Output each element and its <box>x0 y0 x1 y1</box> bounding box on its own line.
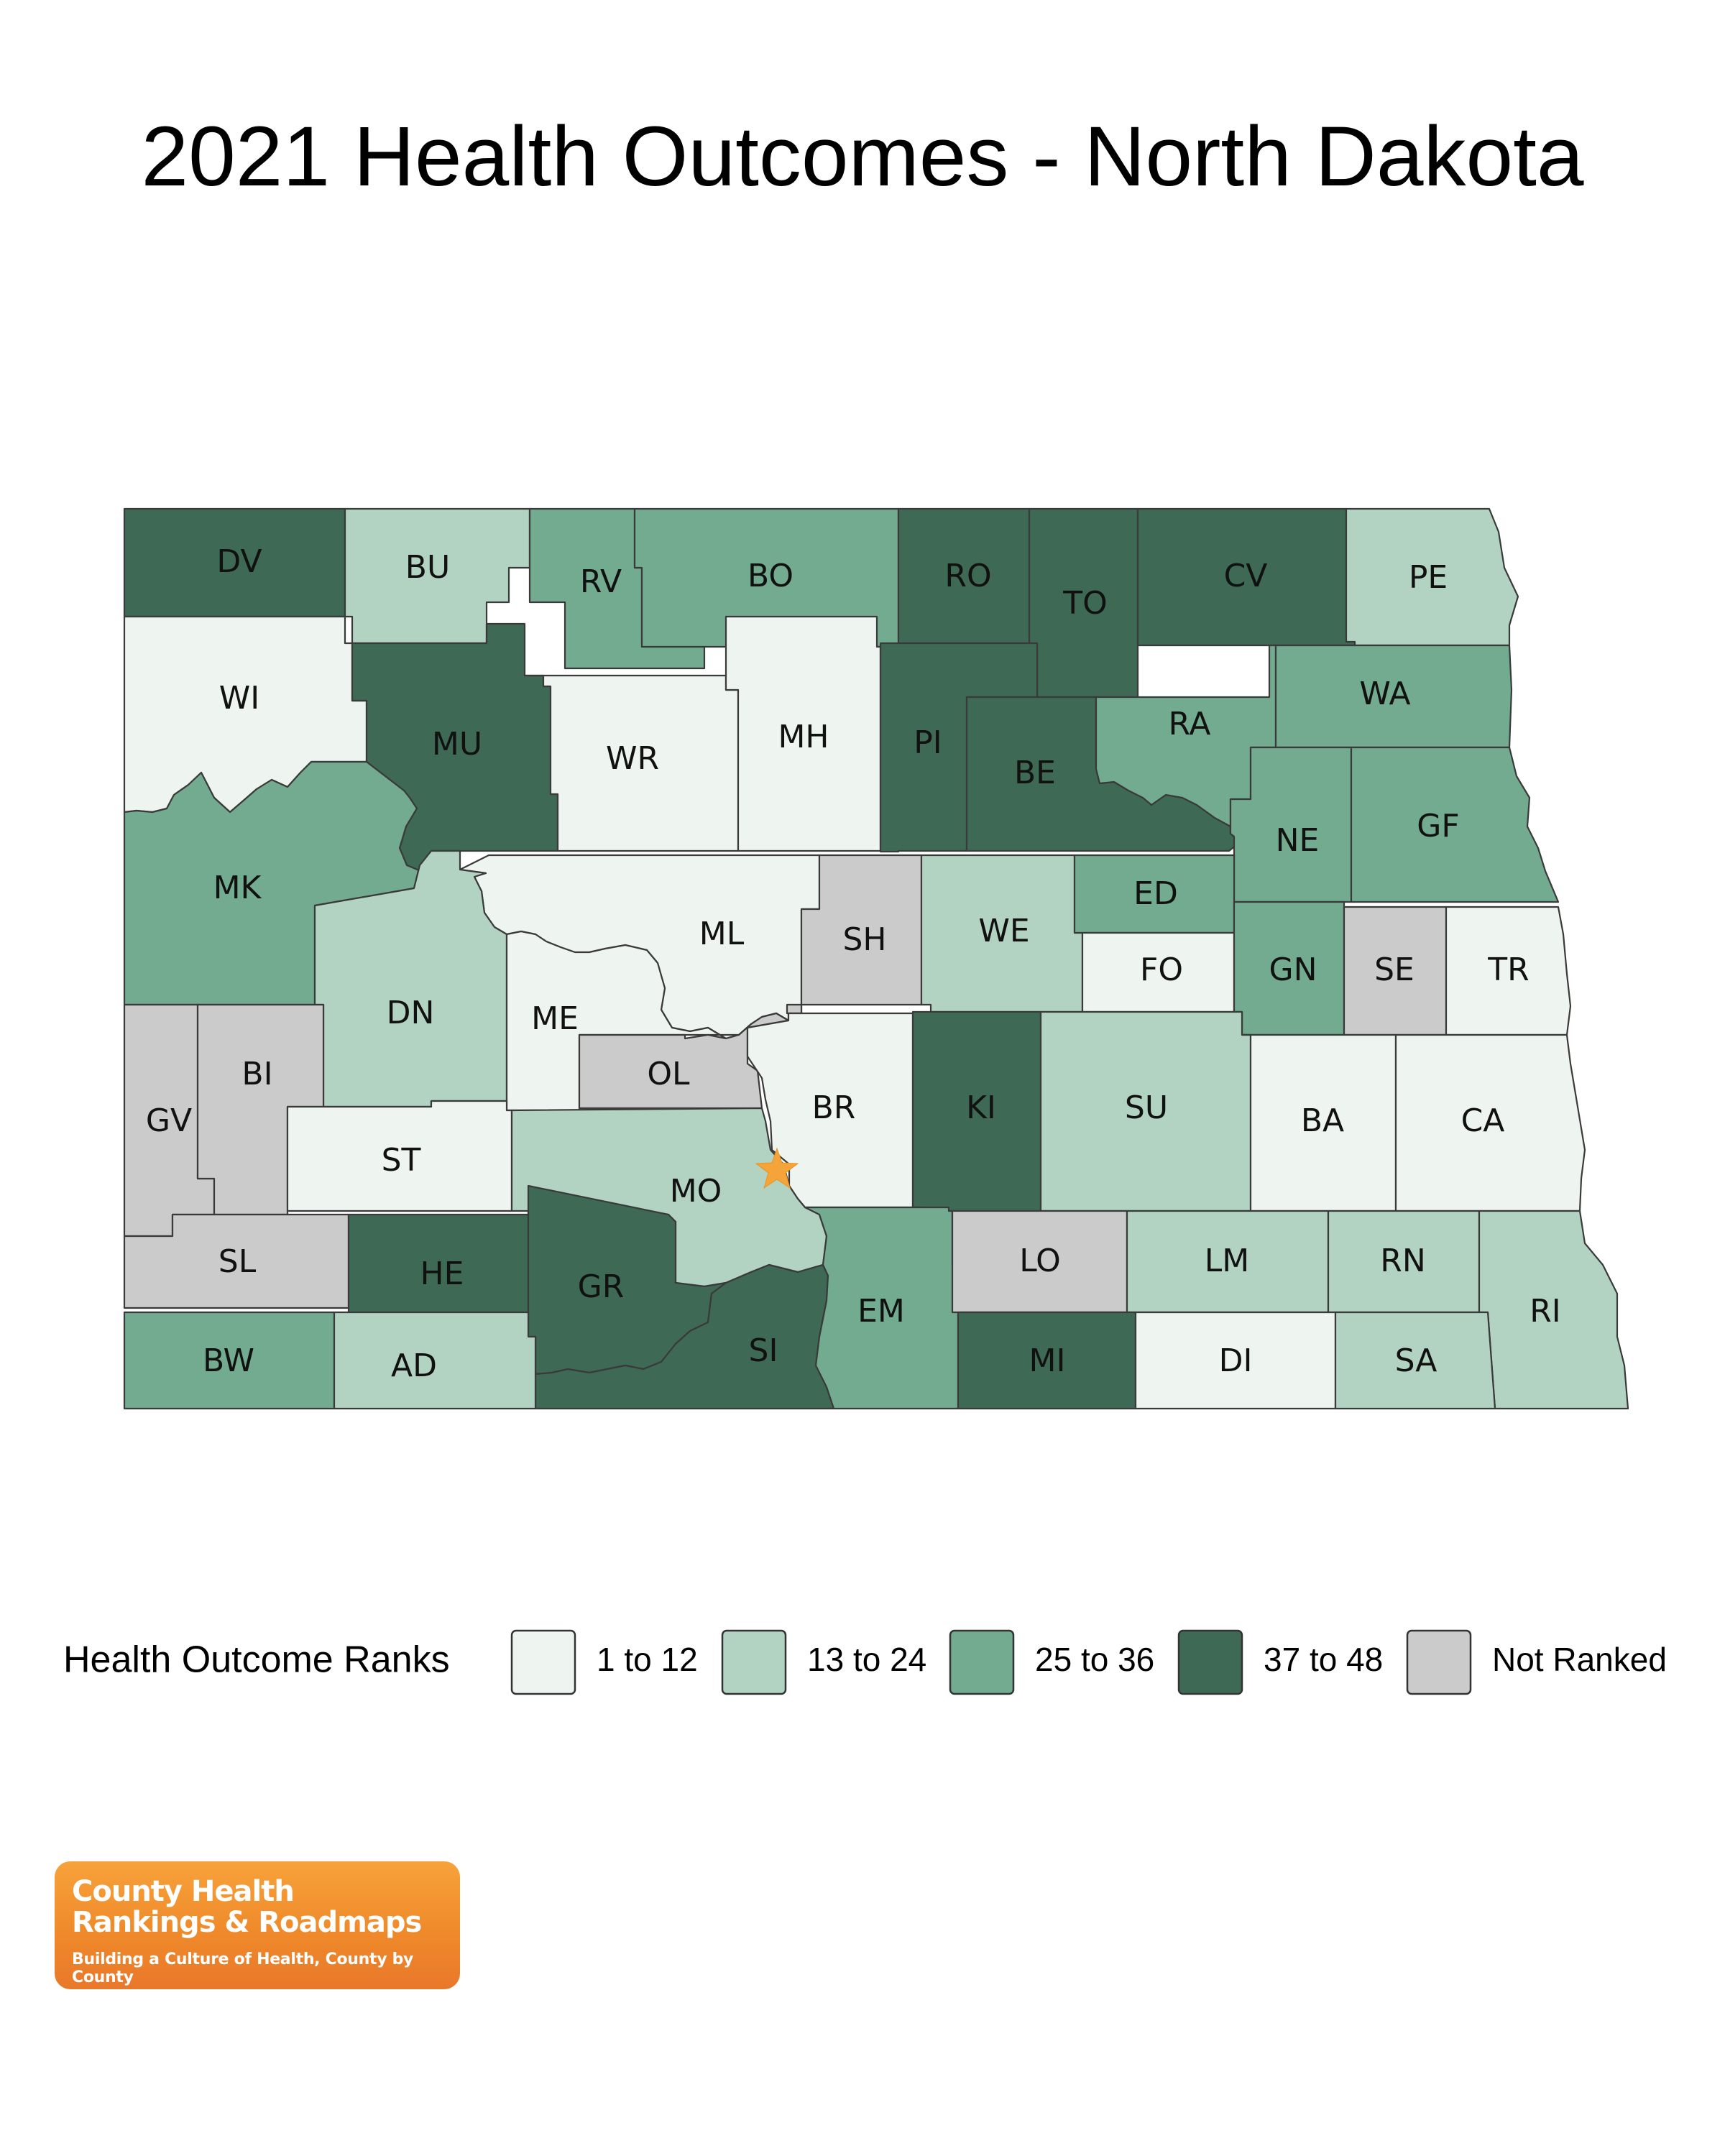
county-label-br: BR <box>812 1089 856 1126</box>
county-label-se: SE <box>1374 952 1414 988</box>
county-labels-layer: DV BU RV BO RO TO CV PE WI MU WR MH PI BE RA WA NE GF MK ML… <box>146 543 1561 1384</box>
capital-star-icon <box>755 1147 799 1189</box>
legend-label-37-48: 37 to 48 <box>1264 1641 1383 1678</box>
county-em[interactable] <box>804 1206 960 1410</box>
county-label-wr: WR <box>606 740 659 777</box>
county-label-su: SU <box>1125 1089 1168 1126</box>
county-label-mi: MI <box>1029 1342 1066 1379</box>
county-label-mk: MK <box>213 870 262 906</box>
county-label-dn: DN <box>387 995 435 1031</box>
county-label-di: DI <box>1219 1342 1253 1379</box>
legend-label-13-24: 13 to 24 <box>807 1641 926 1678</box>
county-label-bw: BW <box>203 1342 254 1379</box>
legend-swatch-not-ranked <box>1406 1629 1472 1695</box>
counties-layer <box>123 507 1629 1410</box>
county-label-fo: FO <box>1140 952 1183 988</box>
county-label-ca: CA <box>1461 1102 1505 1139</box>
county-pi[interactable] <box>879 642 1039 853</box>
county-label-ad: AD <box>391 1348 437 1384</box>
county-label-cv: CV <box>1224 558 1268 594</box>
county-wa[interactable] <box>1274 644 1513 749</box>
county-label-ml: ML <box>699 916 745 952</box>
legend-title: Health Outcome Ranks <box>63 1639 450 1681</box>
county-label-be: BE <box>1014 755 1056 791</box>
county-pe[interactable] <box>1345 507 1519 647</box>
county-label-pi: PI <box>914 724 942 761</box>
county-label-he: HE <box>420 1256 464 1292</box>
county-label-me: ME <box>531 1000 579 1037</box>
county-label-lo: LO <box>1019 1243 1061 1279</box>
county-label-we: WE <box>978 913 1029 949</box>
county-sa[interactable] <box>1334 1311 1496 1410</box>
county-label-em: EM <box>857 1293 905 1330</box>
legend-label-1-12: 1 to 12 <box>597 1641 698 1678</box>
legend-swatch-1-12 <box>510 1629 576 1695</box>
county-label-lm: LM <box>1205 1243 1249 1279</box>
county-label-gn: GN <box>1269 952 1317 988</box>
legend-swatch-13-24 <box>721 1629 787 1695</box>
county-label-ne: NE <box>1276 822 1320 859</box>
county-label-gv: GV <box>146 1102 192 1139</box>
county-label-ki: KI <box>966 1089 996 1126</box>
county-label-si: SI <box>749 1332 778 1369</box>
county-label-ba: BA <box>1301 1102 1344 1139</box>
county-label-ed: ED <box>1133 875 1178 912</box>
county-label-sa: SA <box>1395 1342 1438 1379</box>
county-label-dv: DV <box>216 543 262 580</box>
county-ol[interactable] <box>578 1012 790 1110</box>
county-label-st: ST <box>382 1142 421 1179</box>
page-title: 2021 Health Outcomes - North Dakota <box>141 109 1584 204</box>
legend-swatch-37-48 <box>1177 1629 1243 1695</box>
logo-line-1: County Health <box>72 1875 295 1908</box>
county-label-wi: WI <box>219 680 259 717</box>
county-label-bu: BU <box>405 549 450 586</box>
county-label-pe: PE <box>1409 559 1448 596</box>
county-health-rankings-logo[interactable]: County Health Rankings & Roadmaps Buildi… <box>55 1861 460 1989</box>
legend-swatch-25-36 <box>949 1629 1015 1695</box>
county-label-bi: BI <box>242 1056 272 1092</box>
county-ad[interactable] <box>333 1311 537 1410</box>
county-label-ro: RO <box>944 558 991 594</box>
county-label-ri: RI <box>1530 1293 1561 1330</box>
legend-label-25-36: 25 to 36 <box>1035 1641 1154 1678</box>
logo-tagline: Building a Culture of Health, County by … <box>72 1950 414 1986</box>
county-label-ol: OL <box>647 1056 690 1092</box>
legend-label-not-ranked: Not Ranked <box>1492 1641 1667 1678</box>
logo-line-2: Rankings & Roadmaps <box>72 1906 422 1939</box>
county-label-mo: MO <box>670 1173 722 1210</box>
legend: Health Outcome Ranks 1 to 12 13 to 24 25… <box>63 1629 1667 1695</box>
county-label-wa: WA <box>1359 676 1410 712</box>
county-gf[interactable] <box>1350 746 1560 903</box>
county-label-mh: MH <box>778 719 829 755</box>
county-label-rv: RV <box>580 563 622 600</box>
county-label-rn: RN <box>1380 1243 1426 1279</box>
county-label-sh: SH <box>842 921 886 958</box>
county-label-ra: RA <box>1169 706 1211 742</box>
county-label-to: TO <box>1062 585 1108 622</box>
county-st[interactable] <box>286 1100 513 1212</box>
county-label-gr: GR <box>578 1268 625 1305</box>
county-label-tr: TR <box>1487 952 1529 988</box>
county-label-bo: BO <box>748 558 794 594</box>
county-label-gf: GF <box>1417 808 1459 844</box>
county-label-sl: SL <box>218 1243 257 1280</box>
county-label-mu: MU <box>432 726 482 763</box>
